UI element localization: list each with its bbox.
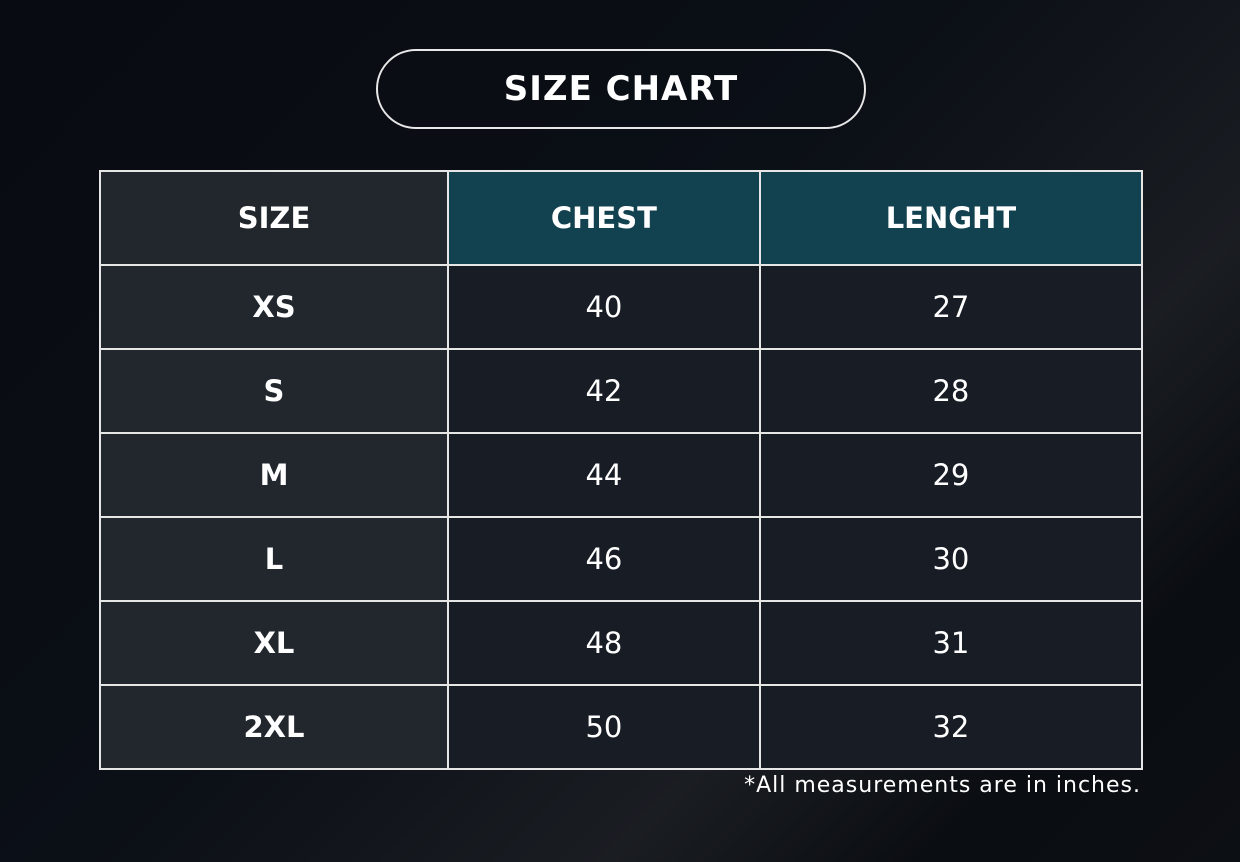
header-size: SIZE [99,170,449,266]
table-row: M 44 29 [99,432,1144,518]
measurement-note: *All measurements are in inches. [744,773,1141,798]
cell-size: XS [99,264,449,350]
table-header-row: SIZE CHEST LENGHT [99,170,1144,266]
cell-chest: 48 [447,600,761,686]
cell-size: 2XL [99,684,449,770]
table-row: S 42 28 [99,348,1144,434]
cell-size: XL [99,600,449,686]
cell-chest: 50 [447,684,761,770]
cell-chest: 46 [447,516,761,602]
cell-size: S [99,348,449,434]
cell-length: 31 [758,600,1144,686]
cell-length: 27 [758,264,1144,350]
cell-length: 30 [758,516,1144,602]
cell-length: 29 [758,432,1144,518]
table-row: 2XL 50 32 [99,684,1144,770]
cell-size: M [99,432,449,518]
cell-length: 32 [758,684,1144,770]
cell-chest: 42 [447,348,761,434]
size-table: SIZE CHEST LENGHT XS 40 27 S 42 28 M 44 29 L 46 30 X… [99,170,1144,770]
cell-chest: 40 [447,264,761,350]
table-row: XL 48 31 [99,600,1144,686]
cell-size: L [99,516,449,602]
header-chest: CHEST [447,170,761,266]
cell-length: 28 [758,348,1144,434]
table-row: XS 40 27 [99,264,1144,350]
table-row: L 46 30 [99,516,1144,602]
header-length: LENGHT [758,170,1144,266]
page-title: SIZE CHART [376,49,866,129]
cell-chest: 44 [447,432,761,518]
